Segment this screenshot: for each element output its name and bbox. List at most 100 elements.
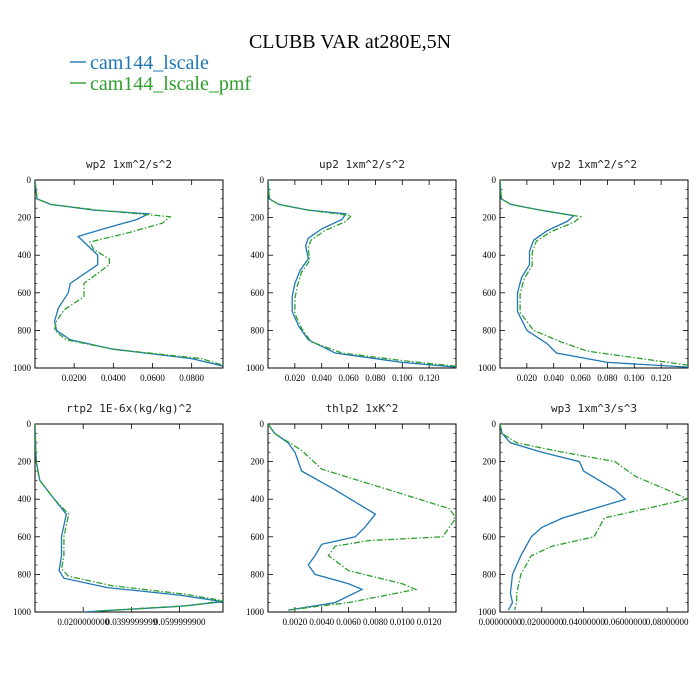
- xtick-label-2-5: 0.120: [651, 373, 672, 383]
- ytick-label-4-2: 400: [251, 494, 265, 504]
- xtick-label-2-0: 0.020: [517, 373, 538, 383]
- legend-label-1: cam144_lscale_pmf: [90, 73, 251, 95]
- xtick-label-3-2: 0.0599999900: [154, 617, 206, 627]
- xtick-label-1-5: 0.120: [419, 373, 440, 383]
- xtick-label-0-0: 0.0200: [62, 373, 87, 383]
- ytick-label-3-1: 200: [18, 457, 32, 467]
- ytick-label-5-5: 1000: [478, 607, 497, 617]
- panel-title-5: wp3 1xm^3/s^3: [551, 402, 637, 415]
- legend-label-0: cam144_lscale: [90, 52, 209, 74]
- ytick-label-2-3: 600: [483, 288, 497, 298]
- xtick-label-5-0: 0.00000000: [479, 617, 522, 627]
- series-line-5-1: [500, 424, 688, 611]
- ytick-label-2-1: 200: [483, 213, 497, 223]
- ytick-label-0-2: 400: [18, 250, 32, 260]
- xtick-label-4-1: 0.0040: [309, 617, 334, 627]
- ytick-label-1-3: 600: [251, 288, 265, 298]
- ytick-label-0-1: 200: [18, 213, 32, 223]
- ytick-label-5-2: 400: [483, 494, 497, 504]
- series-line-0-1: [35, 180, 223, 366]
- ytick-label-4-4: 800: [251, 569, 265, 579]
- plot-frame-3: [34, 423, 224, 613]
- xtick-label-2-1: 0.040: [544, 373, 565, 383]
- xtick-label-5-1: 0.02000000: [520, 617, 563, 627]
- xtick-label-5-2: 0.04000000: [562, 617, 605, 627]
- figure-title: CLUBB VAR at280E,5N: [249, 31, 451, 53]
- xtick-label-1-1: 0.040: [312, 373, 333, 383]
- ytick-label-3-5: 1000: [13, 607, 32, 617]
- ytick-label-2-2: 400: [483, 250, 497, 260]
- xtick-label-4-5: 0.0120: [417, 617, 442, 627]
- ytick-label-2-0: 0: [492, 175, 497, 185]
- ytick-label-1-2: 400: [251, 250, 265, 260]
- ytick-label-0-3: 600: [18, 288, 32, 298]
- ytick-label-4-3: 600: [251, 532, 265, 542]
- ytick-label-0-0: 0: [27, 175, 32, 185]
- ytick-label-2-4: 800: [483, 325, 497, 335]
- ytick-label-5-0: 0: [492, 419, 497, 429]
- ytick-label-1-0: 0: [260, 175, 265, 185]
- ytick-label-2-5: 1000: [478, 363, 497, 373]
- ytick-label-1-4: 800: [251, 325, 265, 335]
- plot-frame-0: [34, 179, 224, 369]
- panel-2: vp2 1xm^2/s^2 0 200 400 600 800 1000 0.020 0.040…: [478, 158, 689, 383]
- series-line-3-1: [35, 424, 223, 612]
- xtick-label-3-0: 0.0200000000: [57, 617, 109, 627]
- series-line-1-1: [268, 180, 456, 367]
- xtick-label-4-4: 0.0100: [390, 617, 415, 627]
- xtick-label-4-3: 0.0080: [363, 617, 388, 627]
- panel-4: thlp2 1xK^2 0 200 400 600 800 1000 0.0020 0.0040…: [246, 402, 457, 627]
- panel-0: wp2 1xm^2/s^2 0 200 400 600 800 1000 0.0200 0.04…: [13, 158, 224, 383]
- xtick-label-2-4: 0.100: [624, 373, 645, 383]
- ytick-label-4-1: 200: [251, 457, 265, 467]
- ytick-label-1-5: 1000: [246, 363, 265, 373]
- xtick-label-4-0: 0.0020: [282, 617, 307, 627]
- panel-3: rtp2 1E-6x(kg/kg)^2 0 200 400 600 800 1000 0.02…: [13, 402, 224, 627]
- ytick-label-5-4: 800: [483, 569, 497, 579]
- legend-entry-0: cam144_lscale: [70, 52, 209, 74]
- series-line-4-1: [268, 424, 456, 611]
- ytick-label-1-1: 200: [251, 213, 265, 223]
- xtick-label-0-1: 0.0400: [101, 373, 126, 383]
- ytick-label-0-4: 800: [18, 325, 32, 335]
- plot-frame-4: [267, 423, 457, 613]
- ytick-label-3-2: 400: [18, 494, 32, 504]
- legend: cam144_lscale cam144_lscale_pmf: [70, 52, 251, 95]
- legend-entry-1: cam144_lscale_pmf: [70, 73, 251, 95]
- panel-title-2: vp2 1xm^2/s^2: [551, 158, 637, 171]
- panel-5: wp3 1xm^3/s^3 0 200 400 600 800 10000.00000000…: [478, 402, 689, 627]
- ytick-label-4-5: 1000: [246, 607, 265, 617]
- panel-1: up2 1xm^2/s^2 0 200 400 600 800 1000 0.020 0.040…: [246, 158, 457, 383]
- xtick-label-2-2: 0.060: [570, 373, 591, 383]
- series-line-2-1: [500, 180, 688, 366]
- xtick-label-5-4: 0.08000000: [646, 617, 689, 627]
- ytick-label-3-4: 800: [18, 569, 32, 579]
- panel-title-4: thlp2 1xK^2: [326, 402, 399, 415]
- ytick-label-5-3: 600: [483, 532, 497, 542]
- series-line-3-0: [35, 424, 223, 612]
- xtick-label-0-3: 0.0800: [179, 373, 204, 383]
- xtick-label-1-2: 0.060: [338, 373, 359, 383]
- xtick-label-1-0: 0.020: [285, 373, 306, 383]
- series-line-0-0: [35, 180, 223, 367]
- xtick-label-1-4: 0.100: [392, 373, 413, 383]
- ytick-label-0-5: 1000: [13, 363, 32, 373]
- ytick-label-3-0: 0: [27, 419, 32, 429]
- panel-title-3: rtp2 1E-6x(kg/kg)^2: [66, 402, 192, 415]
- xtick-label-4-2: 0.0060: [336, 617, 361, 627]
- xtick-label-1-3: 0.080: [365, 373, 386, 383]
- plot-frame-5: [499, 423, 689, 613]
- series-line-5-0: [500, 424, 627, 611]
- panel-title-1: up2 1xm^2/s^2: [319, 158, 405, 171]
- ytick-label-3-3: 600: [18, 532, 32, 542]
- panel-title-0: wp2 1xm^2/s^2: [86, 158, 172, 171]
- xtick-label-3-1: 0.0399999999: [106, 617, 158, 627]
- xtick-label-5-3: 0.06000000: [604, 617, 647, 627]
- xtick-label-2-3: 0.080: [597, 373, 618, 383]
- series-line-4-0: [268, 424, 377, 611]
- ytick-label-4-0: 0: [260, 419, 265, 429]
- xtick-label-0-2: 0.0600: [140, 373, 165, 383]
- ytick-label-5-1: 200: [483, 457, 497, 467]
